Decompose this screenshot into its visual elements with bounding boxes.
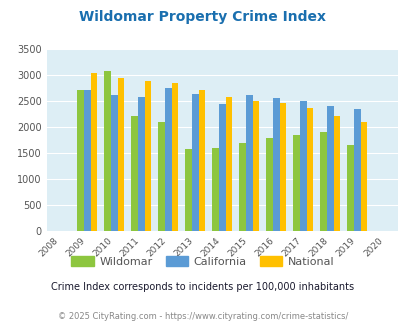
Bar bbox=[353, 109, 360, 231]
Bar bbox=[171, 83, 178, 231]
Bar bbox=[239, 143, 245, 231]
Text: Crime Index corresponds to incidents per 100,000 inhabitants: Crime Index corresponds to incidents per… bbox=[51, 282, 354, 292]
Bar bbox=[245, 95, 252, 231]
Bar bbox=[158, 121, 164, 231]
Bar bbox=[212, 148, 218, 231]
Text: © 2025 CityRating.com - https://www.cityrating.com/crime-statistics/: © 2025 CityRating.com - https://www.city… bbox=[58, 312, 347, 321]
Bar bbox=[164, 88, 171, 231]
Bar bbox=[218, 104, 225, 231]
Bar bbox=[77, 90, 83, 231]
Bar bbox=[185, 149, 192, 231]
Text: Wildomar Property Crime Index: Wildomar Property Crime Index bbox=[79, 10, 326, 24]
Bar bbox=[104, 71, 111, 231]
Bar bbox=[320, 132, 326, 231]
Bar bbox=[192, 94, 198, 231]
Legend: Wildomar, California, National: Wildomar, California, National bbox=[67, 251, 338, 271]
Bar bbox=[333, 116, 340, 231]
Bar bbox=[266, 138, 272, 231]
Bar bbox=[326, 106, 333, 231]
Bar bbox=[198, 90, 205, 231]
Bar bbox=[346, 145, 353, 231]
Bar bbox=[225, 97, 232, 231]
Bar bbox=[306, 108, 313, 231]
Bar bbox=[117, 78, 124, 231]
Bar bbox=[252, 101, 259, 231]
Bar bbox=[90, 73, 97, 231]
Bar bbox=[299, 101, 306, 231]
Bar bbox=[131, 116, 138, 231]
Bar bbox=[138, 97, 144, 231]
Bar bbox=[292, 135, 299, 231]
Bar bbox=[144, 81, 151, 231]
Bar bbox=[360, 122, 367, 231]
Bar bbox=[111, 95, 117, 231]
Bar bbox=[83, 90, 90, 231]
Bar bbox=[279, 103, 286, 231]
Bar bbox=[272, 98, 279, 231]
